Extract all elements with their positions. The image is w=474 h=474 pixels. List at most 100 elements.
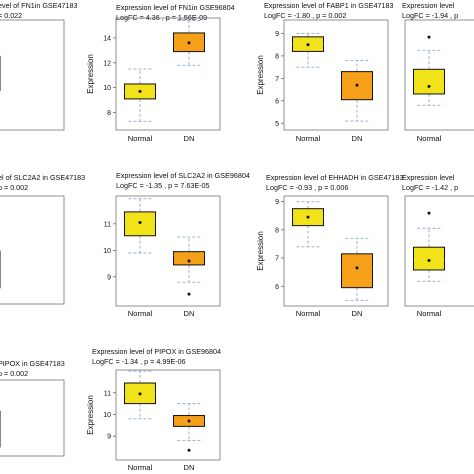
y-tick-label: 10 [103,412,111,419]
outlier-point [187,448,191,452]
panel-subtitle: = 0.022 [0,11,22,20]
panel-subtitle: LogFC = -1.34 , p = 4.99E-06 [92,357,186,366]
y-tick-label: 12 [103,60,111,67]
panel-subtitle: LogFC = -0.93 , p = 0.006 [266,183,348,192]
y-tick-label: 14 [103,35,111,42]
mean-point [187,259,191,263]
box-dn: DN [173,20,205,143]
panel-subtitle: LogFC = 4.36 , p = 1.56E-09 [116,13,207,22]
plot-frame [115,369,221,461]
mean-point [355,83,359,87]
panel-title: Expression level of FN1in GSE96804 [116,3,235,12]
mean-point [138,221,142,225]
y-tick-label: 8 [275,53,279,60]
panel-1: evel of FN1in GSE47183= 0.022DN [0,1,78,131]
plot-frame [115,17,221,131]
category-label: DN [184,463,195,472]
y-tick-label: 8 [275,227,279,234]
panel-subtitle: p = 0.002 [0,183,28,192]
category-label: Normal [417,134,442,143]
category-label: Normal [128,463,153,472]
outlier-point [427,35,431,39]
panel-subtitle: p = 0.002 [0,369,28,378]
plot-frame [404,19,474,131]
y-tick-label: 8 [107,110,111,117]
iqr-box [413,68,445,95]
y-tick-label: 7 [275,76,279,83]
plot-frame [404,195,474,307]
iqr-box [341,253,373,289]
mean-point [187,419,191,423]
panel-7: Expression level of EHHADH in GSE47183Lo… [256,173,403,318]
panel-subtitle: LogFC = -1.35 , p = 7.63E-05 [116,181,210,190]
category-label: DN [184,309,195,318]
y-tick-label: 9 [275,199,279,206]
mean-point [427,84,431,88]
y-tick-label: 11 [104,221,111,228]
plot-frame [283,19,389,131]
mean-point [355,266,359,270]
y-tick-label: 11 [104,390,111,397]
y-axis-label: Expression [86,54,95,94]
mean-point [427,258,431,262]
y-tick-label: 9 [275,31,279,38]
category-label: DN [352,134,363,143]
plot-frame [115,195,221,307]
panel-title: Expression level of SLC2A2 in GSE96804 [116,171,250,180]
y-tick-label: 5 [275,121,279,128]
panel-subtitle: LogFC = -1.42 , p [402,183,458,192]
panel-title: PIPOX in GSE47183 [0,359,65,368]
box-normal: Normal [124,370,156,472]
box-normal: Normal [124,198,156,318]
panel-title: el of SLC2A2 in GSE47183 [0,173,85,182]
mean-point [187,41,191,45]
plot-frame [0,379,65,457]
box-dn: DN [173,403,205,472]
plot-frame [283,195,389,307]
box-normal: Normal [292,201,324,318]
panel-subtitle: LogFC = -1.80 , p = 0.002 [264,11,346,20]
iqr-box [413,246,445,271]
mean-point [138,392,142,396]
category-label: DN [352,309,363,318]
category-label: Normal [296,309,321,318]
y-tick-label: 9 [107,434,111,441]
mean-point [138,89,142,93]
category-label: Normal [417,309,442,318]
category-label: DN [184,134,195,143]
panel-title: evel of FN1in GSE47183 [0,1,78,10]
panel-title: Expression level [402,173,455,182]
y-axis-label: Expression [256,55,265,95]
iqr-box [173,251,205,266]
panel-6: Expression level of SLC2A2 in GSE96804Lo… [103,171,250,318]
panel-title: Expression level [402,1,455,10]
y-tick-label: 9 [107,274,111,281]
box-dn: DN [173,236,205,318]
box-dn: DN [341,237,373,318]
box-dn: DN [341,59,373,143]
box-normal: Normal [413,211,445,318]
outlier-point [427,211,431,215]
panel-subtitle: LogFC = -1.94 , p [402,11,458,20]
panel-10: Expression level of PIPOX in GSE96804Log… [86,347,221,472]
y-tick-label: 10 [103,85,111,92]
box-normal: Normal [124,68,156,143]
y-axis-label: Expression [86,395,95,435]
panel-title: Expression level of FABP1 in GSE47183 [264,1,393,10]
panel-title: Expression level of EHHADH in GSE47183 [266,173,403,182]
outlier-point [187,292,191,296]
plot-frame [0,19,65,131]
y-axis-label: Expression [256,231,265,271]
box-normal: Normal [413,35,445,143]
y-tick-label: 7 [275,256,279,263]
category-label: Normal [128,309,153,318]
panel-2: Expression level of FN1in GSE96804LogFC … [86,3,235,143]
box-normal: Normal [292,33,324,143]
panel-3: Expression level of FABP1 in GSE47183Log… [256,1,393,143]
y-tick-label: 6 [275,284,279,291]
category-label: Normal [296,134,321,143]
